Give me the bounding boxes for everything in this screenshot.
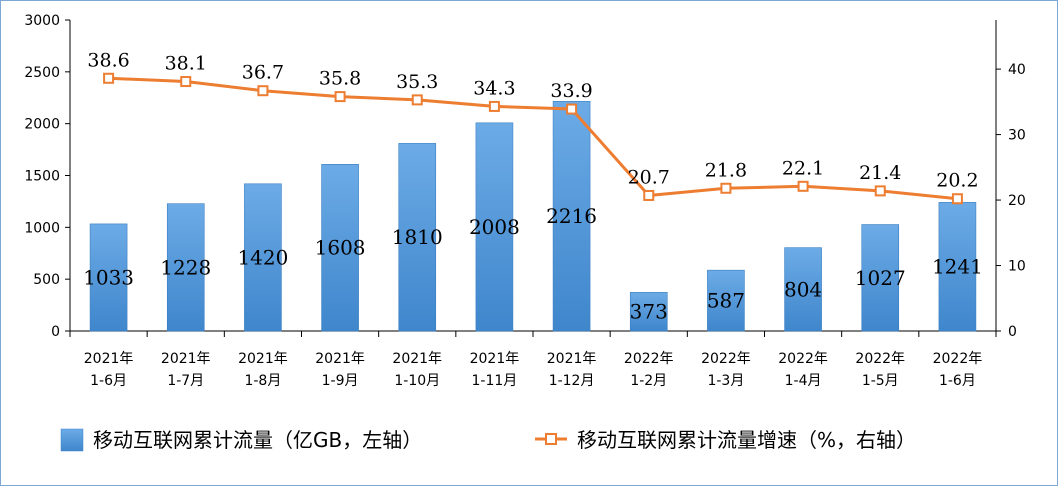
bar-value-label: 2008 — [469, 215, 520, 239]
category-year-label: 2021年 — [470, 351, 520, 367]
line-value-label: 21.4 — [859, 162, 901, 184]
category-period-label: 1-3月 — [707, 373, 744, 389]
bar-value-label: 804 — [784, 277, 822, 301]
category-year-label: 2021年 — [161, 351, 211, 367]
axes: 0 500 1000 1500 2000 2500 3000 0 10 20 30 40 — [24, 13, 1025, 340]
line-value-label: 22.1 — [782, 157, 824, 179]
line-series — [103, 72, 963, 205]
bar — [321, 164, 359, 332]
category-period-label: 1-12月 — [549, 373, 595, 389]
category-year-label: 2022年 — [624, 351, 674, 367]
left-tick-label: 1500 — [24, 169, 60, 185]
bar — [707, 269, 745, 332]
legend-bar-swatch — [60, 428, 84, 452]
bar-value-label: 2216 — [546, 204, 597, 228]
bar — [861, 224, 900, 332]
category-period-label: 1-9月 — [322, 373, 359, 389]
bar — [398, 143, 437, 332]
bar-value-label: 1228 — [160, 255, 211, 279]
bar — [938, 202, 977, 332]
category-labels: 2021年 1-6月 2021年 1-7月 2021年 1-8月 2021年 1-9月 2021… — [84, 351, 982, 389]
growth-line — [108, 76, 958, 201]
line-value-label: 21.8 — [705, 159, 747, 181]
line-value-label: 34.3 — [473, 77, 515, 99]
line-value-label: 33.9 — [550, 80, 592, 102]
category-period-label: 1-8月 — [244, 373, 281, 389]
right-tick-label: 0 — [1008, 324, 1017, 340]
category-year-label: 2021年 — [547, 351, 597, 367]
line-point — [797, 180, 809, 192]
bar-value-label: 587 — [707, 289, 745, 313]
legend: 移动互联网累计流量（亿GB，左轴） 移动互联网累计流量增速（%，右轴） — [60, 428, 916, 452]
line-value-label: 38.6 — [87, 49, 129, 71]
right-tick-label: 30 — [1008, 128, 1026, 144]
bar-value-label: 373 — [630, 300, 668, 324]
line-point — [411, 94, 423, 106]
legend-line-marker — [545, 433, 557, 445]
bar-value-label: 1241 — [932, 255, 983, 279]
line-point — [257, 85, 269, 97]
bar-value-label: 1027 — [855, 266, 906, 290]
line-point — [334, 91, 346, 103]
category-year-label: 2021年 — [238, 351, 288, 367]
category-year-label: 2021年 — [84, 351, 134, 367]
left-tick-label: 0 — [51, 324, 60, 340]
category-period-label: 1-10月 — [394, 373, 440, 389]
line-point — [180, 76, 192, 88]
line-point — [874, 185, 886, 197]
bar-value-label: 1608 — [315, 236, 366, 260]
right-tick-label: 10 — [1008, 259, 1026, 275]
line-point — [103, 72, 115, 84]
bar — [552, 100, 591, 332]
category-year-label: 2022年 — [778, 351, 828, 367]
line-point — [488, 100, 500, 112]
bar — [784, 247, 822, 332]
data-labels: 1033 1228 1420 1608 1810 2008 2216 373 587 804 102… — [83, 49, 983, 323]
line-point — [951, 193, 963, 205]
left-tick-label: 2500 — [24, 65, 60, 81]
bar-value-label: 1810 — [392, 225, 443, 249]
line-value-label: 36.7 — [242, 62, 284, 84]
left-tick-label: 1000 — [24, 220, 60, 236]
category-period-label: 1-6月 — [939, 373, 976, 389]
category-year-label: 2021年 — [392, 351, 442, 367]
bar-value-label: 1033 — [83, 265, 134, 289]
line-point — [720, 182, 732, 194]
bar — [166, 203, 205, 332]
bar — [475, 122, 514, 332]
bar — [244, 183, 282, 332]
category-year-label: 2022年 — [933, 351, 983, 367]
left-tick-label: 3000 — [24, 13, 60, 29]
category-year-label: 2022年 — [855, 351, 905, 367]
line-value-label: 20.7 — [628, 166, 670, 188]
line-value-label: 35.8 — [319, 68, 361, 90]
category-period-label: 1-6月 — [90, 373, 127, 389]
bar-value-label: 1420 — [237, 245, 288, 269]
bar-series — [89, 100, 977, 332]
bar — [89, 223, 128, 332]
line-value-label: 35.3 — [396, 71, 438, 93]
right-tick-label: 40 — [1008, 62, 1026, 78]
bar — [629, 292, 668, 332]
left-tick-label: 2000 — [24, 117, 60, 133]
legend-line-label: 移动互联网累计流量增速（%，右轴） — [577, 428, 916, 452]
legend-bar-label: 移动互联网累计流量（亿GB，左轴） — [93, 428, 422, 452]
category-period-label: 1-4月 — [785, 373, 822, 389]
line-point — [643, 189, 655, 201]
category-period-label: 1-5月 — [862, 373, 899, 389]
line-value-label: 38.1 — [165, 53, 207, 75]
left-tick-label: 500 — [33, 272, 60, 288]
category-period-label: 1-11月 — [472, 373, 518, 389]
category-year-label: 2021年 — [315, 351, 365, 367]
category-period-label: 1-2月 — [630, 373, 667, 389]
category-period-label: 1-7月 — [167, 373, 204, 389]
line-point — [566, 103, 578, 115]
line-value-label: 20.2 — [936, 170, 978, 192]
right-tick-label: 20 — [1008, 193, 1026, 209]
category-year-label: 2022年 — [701, 351, 751, 367]
